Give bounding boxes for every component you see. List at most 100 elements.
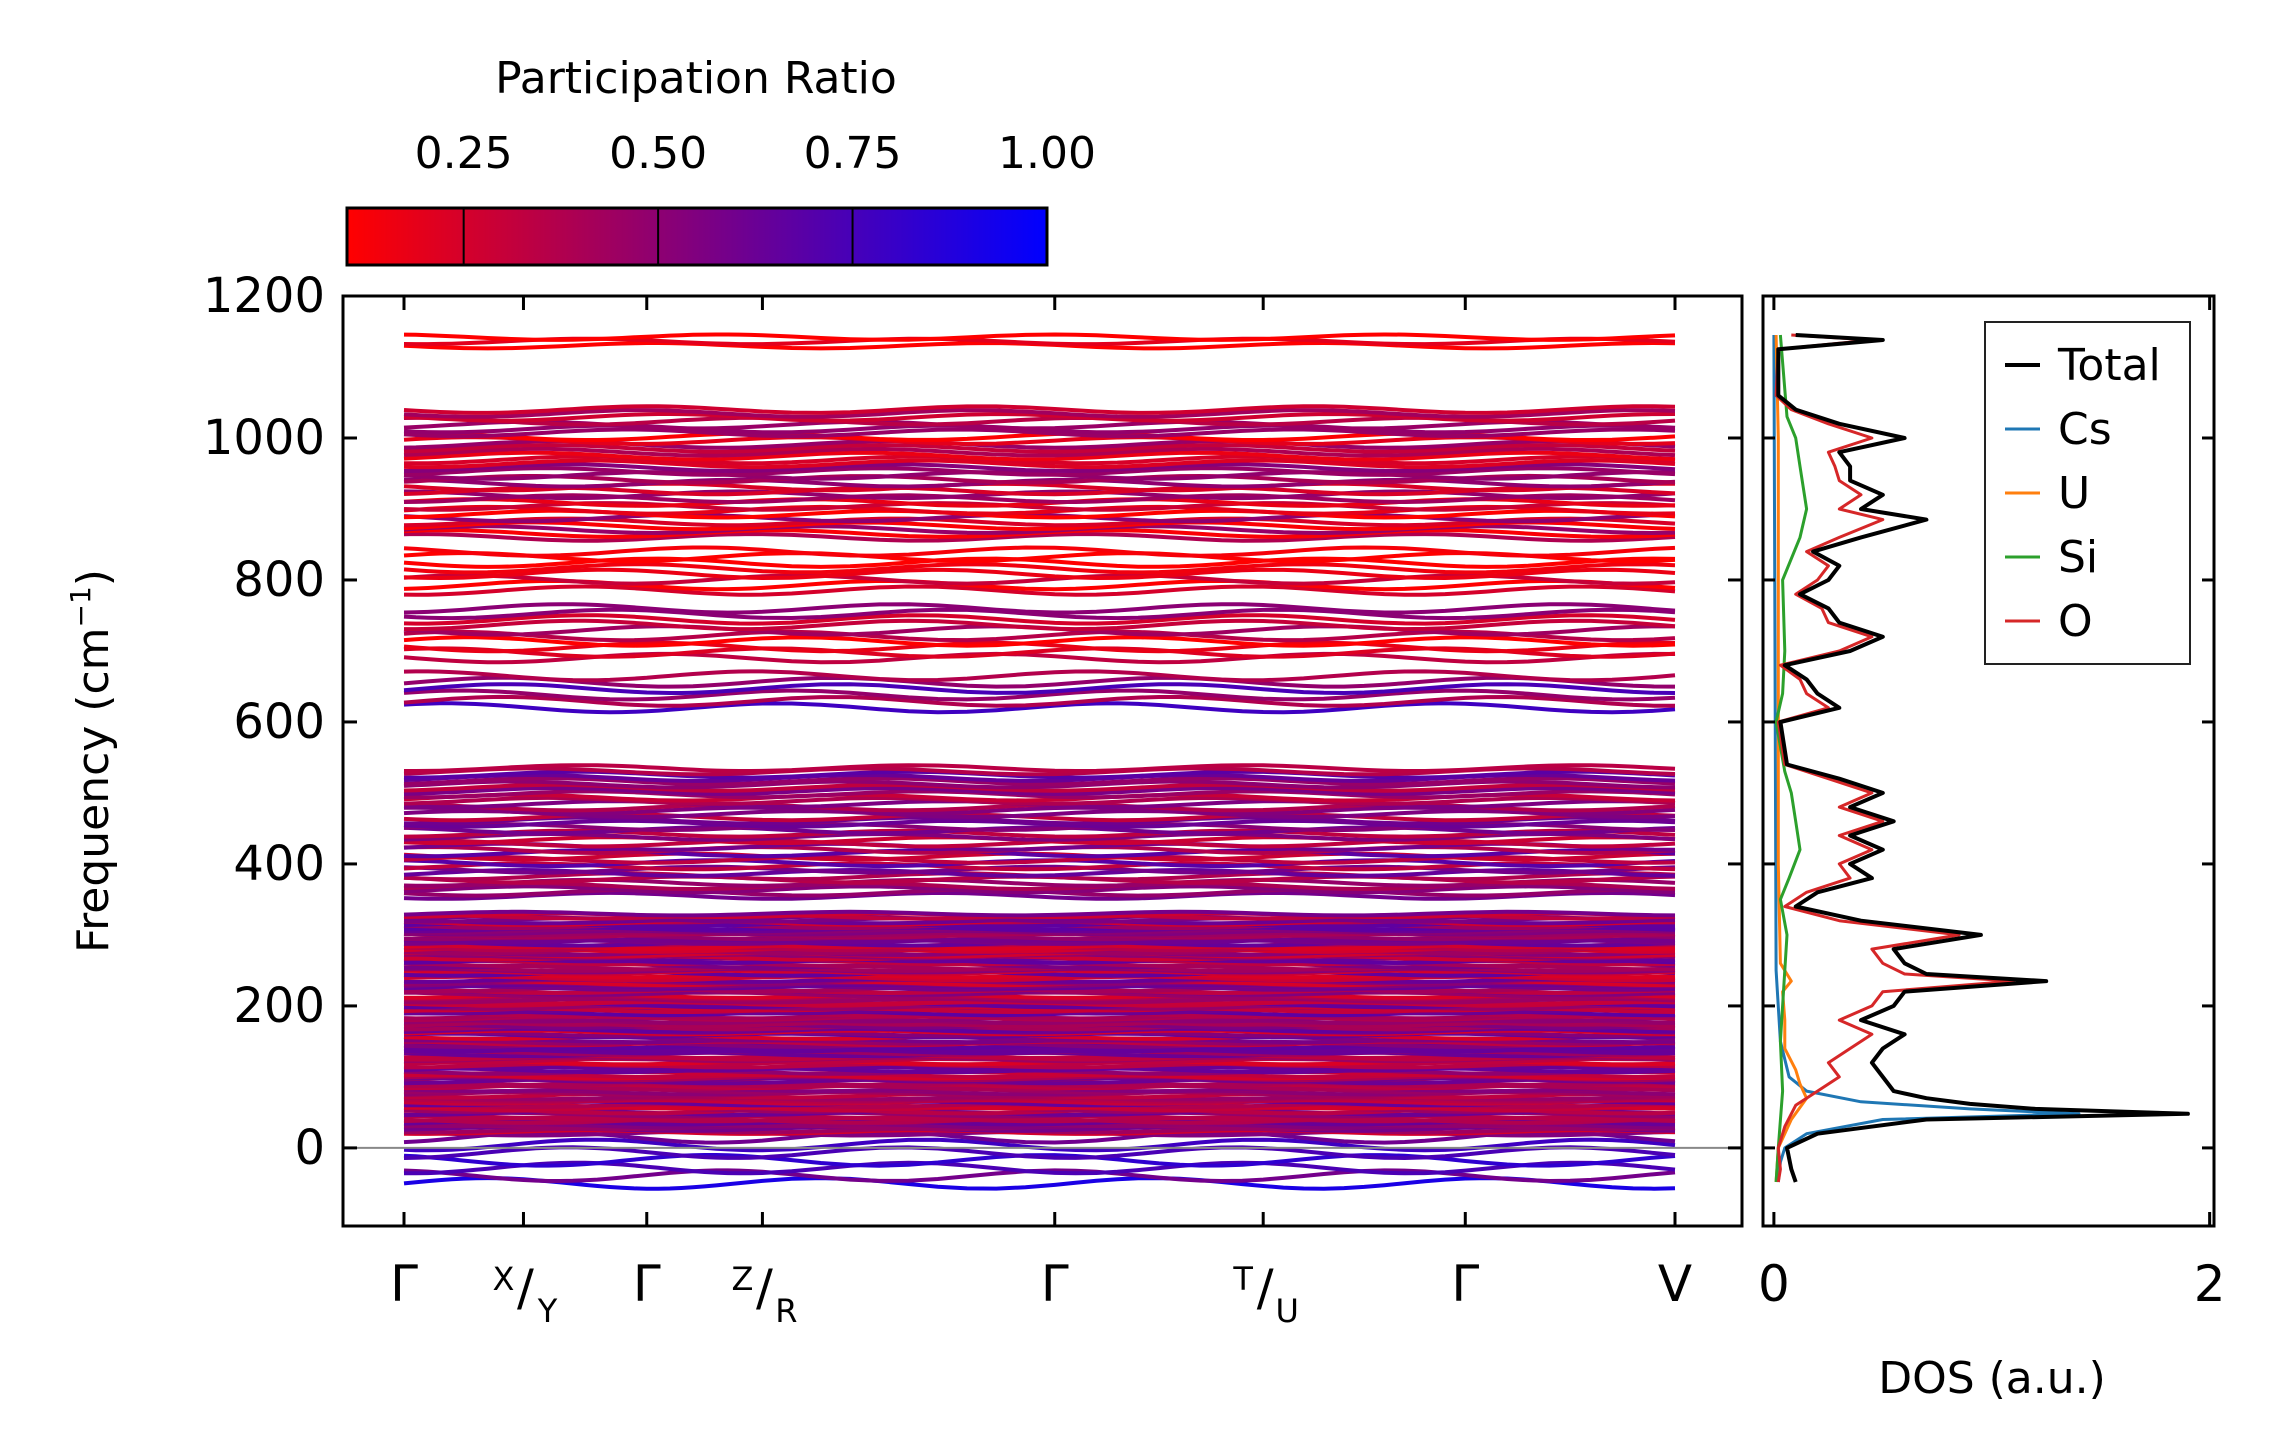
kpoint-label-slash: /	[1257, 1259, 1274, 1317]
kpoint-label-top: X	[493, 1260, 515, 1298]
band-line	[403, 922, 1676, 931]
band-line	[403, 562, 1676, 575]
dos-legend: Total Cs U Si O	[1984, 321, 2191, 665]
y-tick-label: 800	[233, 552, 325, 608]
band-line	[403, 340, 1676, 351]
band-line	[403, 584, 1676, 597]
kpoint-label: Γ	[1041, 1255, 1069, 1313]
colorbar: Participation Ratio 0.25 0.50 0.75 1.00	[345, 53, 1096, 267]
band-line	[403, 607, 1676, 621]
kpoint-label-slash: /	[756, 1259, 773, 1317]
band-line	[404, 769, 1676, 780]
kpoint-label-bottom: U	[1275, 1292, 1298, 1330]
y-tick-label: 0	[294, 1120, 325, 1176]
kpoint-label-bottom: R	[775, 1292, 797, 1330]
kpoint-label-top: T	[1232, 1260, 1253, 1298]
band-line	[403, 454, 1676, 466]
band-line	[403, 887, 1676, 898]
band-line	[403, 427, 1676, 439]
y-tick-label: 400	[233, 836, 325, 892]
band-line	[403, 835, 1676, 846]
band-line	[403, 450, 1676, 462]
band-line	[403, 332, 1676, 342]
band-line	[403, 466, 1676, 477]
band-line	[404, 802, 1676, 813]
band-line	[403, 446, 1676, 458]
dos-curves	[1772, 333, 2190, 1183]
band-line	[403, 909, 1676, 918]
kpoint-label: Z / R	[731, 1259, 797, 1330]
band-line	[403, 462, 1676, 474]
legend-label-o: O	[2058, 596, 2093, 647]
y-tick-label: 600	[233, 694, 325, 750]
dos-line-si	[1774, 334, 1809, 1183]
band-line	[403, 795, 1676, 806]
band-line	[403, 669, 1676, 683]
y-tick-label: 1200	[203, 268, 325, 324]
band-line	[403, 458, 1676, 470]
band-line	[403, 651, 1676, 665]
legend-label-u: U	[2058, 468, 2090, 519]
band-line	[404, 618, 1676, 632]
band-line	[403, 828, 1676, 839]
dos-line-o	[1774, 333, 2016, 1183]
colorbar-tick-label: 0.75	[804, 128, 902, 179]
kpoint-ticks: Γ X / Y Γ Z / R Γ T / U Γ V	[390, 296, 1692, 1330]
band-line	[403, 884, 1676, 895]
y-axis-label: Frequency (cm−1)	[64, 569, 119, 953]
kpoint-label-top: Z	[731, 1260, 753, 1298]
band-line	[403, 776, 1676, 787]
band-line	[403, 701, 1676, 715]
kpoint-label: T / U	[1232, 1259, 1298, 1330]
dos-x-tick-label: 0	[1758, 1255, 1790, 1313]
phonon-bands	[403, 332, 1676, 1191]
dos-x-tick-label: 2	[2194, 1255, 2226, 1313]
colorbar-gradient	[345, 206, 1049, 267]
band-line	[403, 825, 1676, 836]
kpoint-label: Γ	[390, 1255, 418, 1313]
colorbar-tick-label: 0.25	[415, 128, 513, 179]
band-line	[403, 404, 1676, 415]
band-line	[403, 871, 1676, 882]
colorbar-label: Participation Ratio	[495, 53, 897, 104]
band-line	[403, 635, 1676, 648]
legend-label-cs: Cs	[2058, 404, 2112, 455]
band-line	[403, 470, 1676, 481]
colorbar-tick-label: 1.00	[998, 128, 1096, 179]
legend-label-si: Si	[2058, 532, 2098, 583]
band-line	[403, 688, 1676, 702]
band-line	[404, 763, 1676, 774]
band-line	[403, 567, 1676, 581]
band-line	[403, 944, 1676, 953]
band-line	[403, 602, 1676, 615]
colorbar-ticks: 0.25 0.50 0.75 1.00	[415, 128, 1096, 265]
kpoint-label: Γ	[1451, 1255, 1479, 1313]
band-line	[403, 411, 1676, 423]
band-line	[403, 531, 1676, 543]
band-frame	[341, 294, 1744, 1228]
kpoint-label: X / Y	[493, 1259, 558, 1330]
band-line	[403, 442, 1676, 454]
band-line	[403, 682, 1676, 696]
band-line	[403, 624, 1676, 637]
band-y-ticks: 0 200 400 600 800 1000 1200	[203, 268, 1742, 1176]
dos-line-total	[1776, 333, 2190, 1183]
band-line	[403, 858, 1676, 869]
band-line	[403, 694, 1676, 708]
dos-x-label: DOS (a.u.)	[1878, 1353, 2106, 1404]
y-tick-label: 200	[233, 978, 325, 1034]
band-line	[403, 528, 1676, 539]
legend-label-total: Total	[2057, 340, 2161, 391]
dos-frame	[1761, 294, 2216, 1228]
band-line	[403, 786, 1676, 797]
band-line	[403, 556, 1676, 569]
kpoint-label-bottom: Y	[537, 1292, 558, 1330]
band-line	[403, 545, 1676, 558]
colorbar-tick-label: 0.50	[609, 128, 707, 179]
band-line	[403, 818, 1676, 829]
kpoint-label-slash: /	[517, 1259, 534, 1317]
